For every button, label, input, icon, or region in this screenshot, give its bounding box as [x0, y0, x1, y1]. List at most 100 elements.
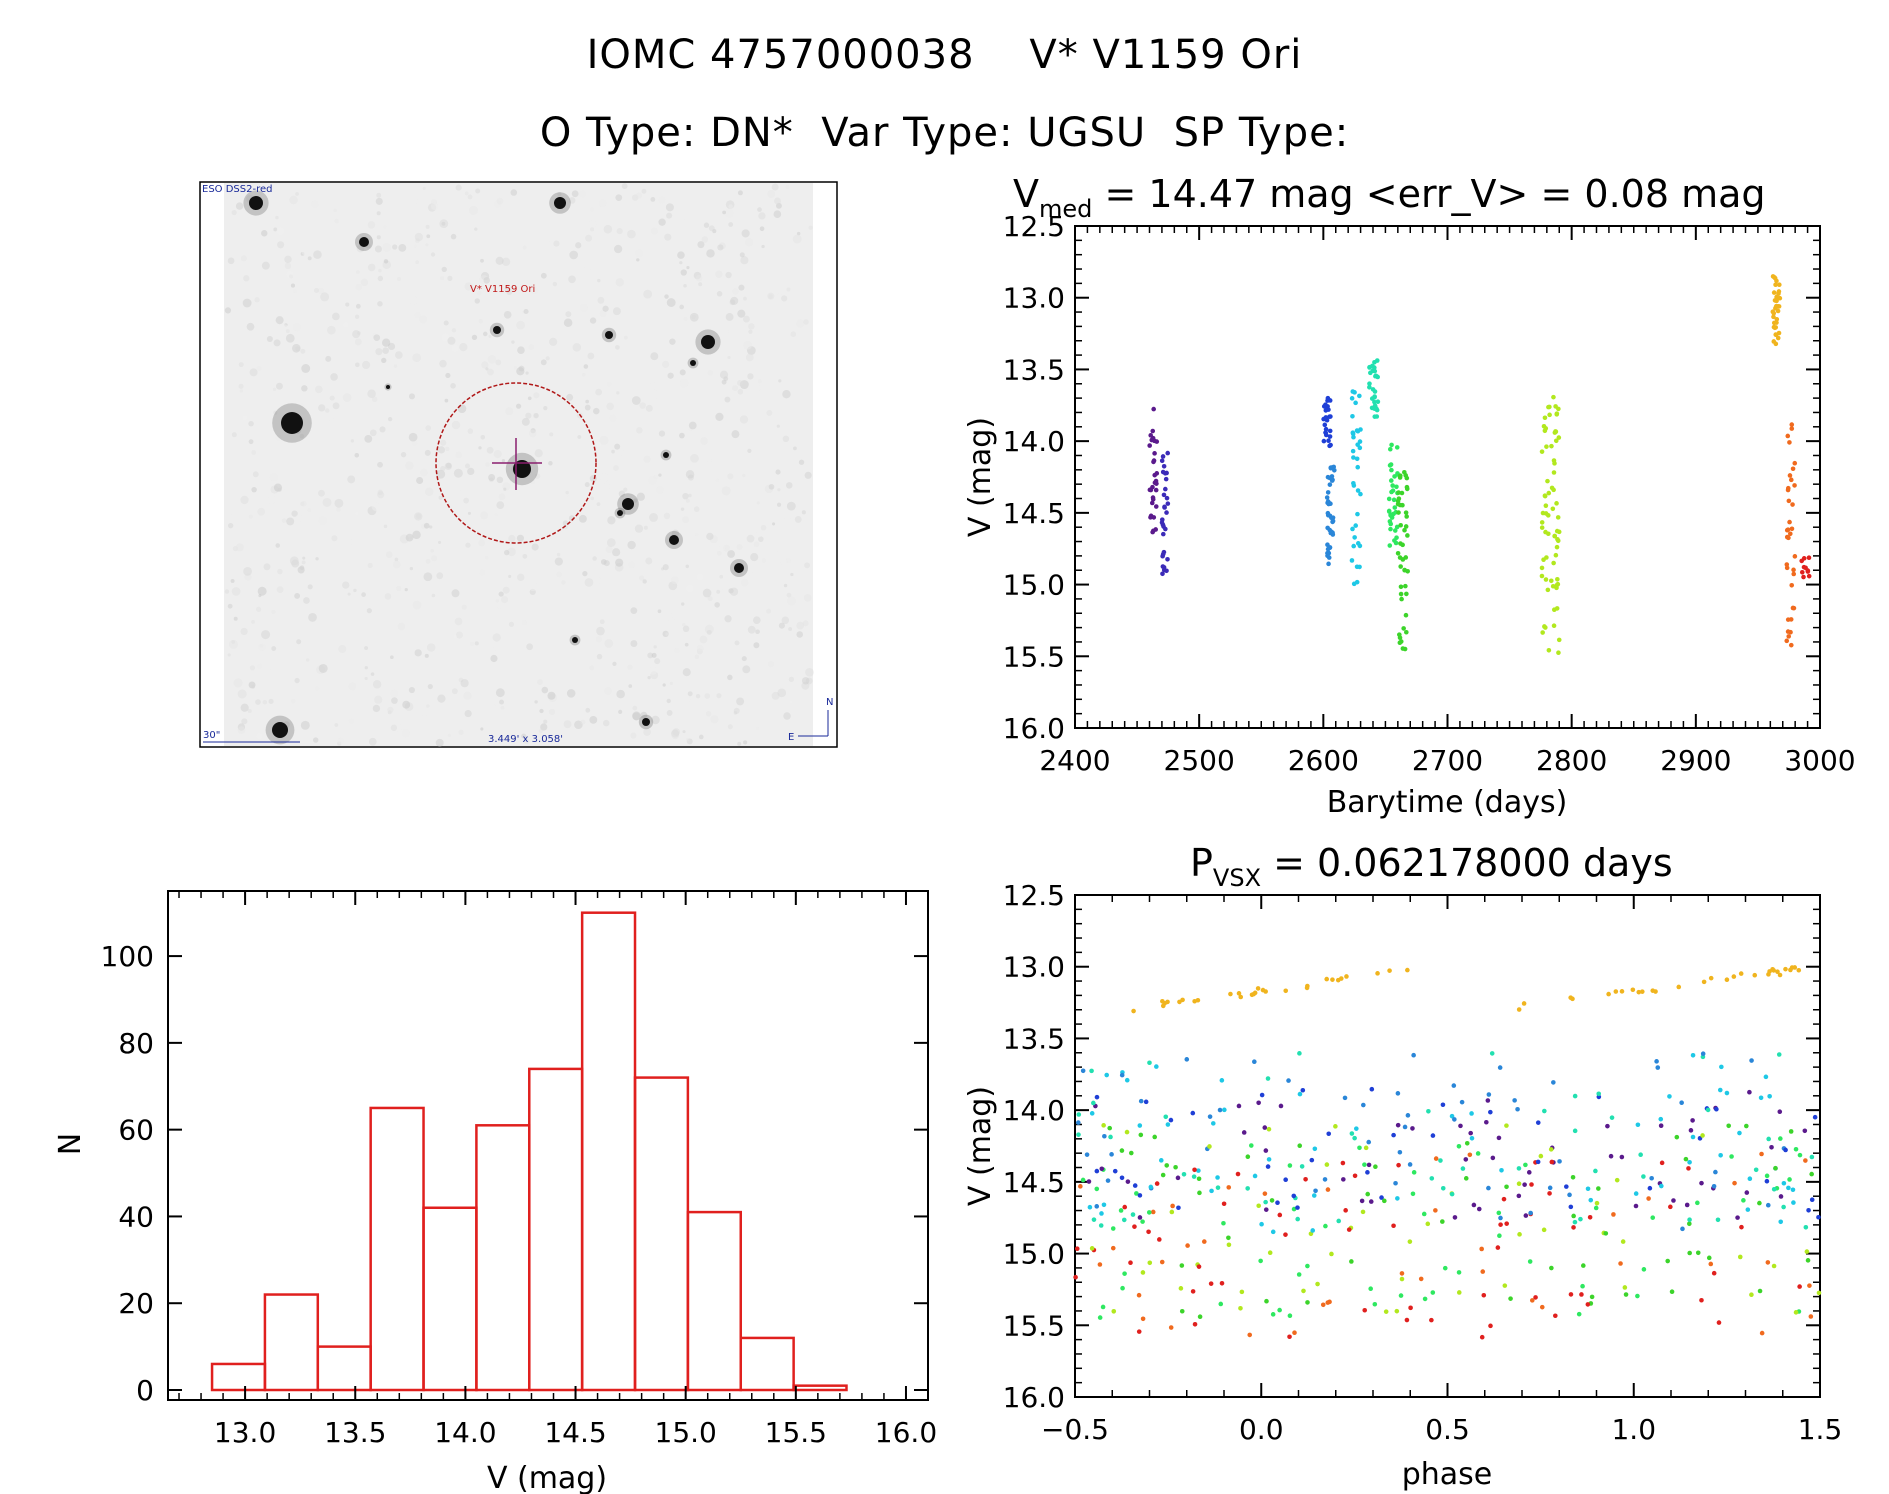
histogram-bar	[792, 1384, 848, 1392]
phase-curve-point	[1724, 977, 1730, 983]
light-curve-point	[1160, 454, 1166, 459]
phase-curve-point	[1110, 1226, 1116, 1231]
phase-curve-point	[1515, 1106, 1520, 1112]
phase-curve-point	[1405, 1113, 1411, 1118]
phase-curve-point	[1196, 1264, 1202, 1269]
light-curve-point	[1150, 495, 1156, 500]
phase-curve-point	[1568, 1204, 1574, 1210]
phase-curve-point	[1695, 1250, 1701, 1256]
y-tick-label: 15.5	[1003, 640, 1065, 673]
light-curve-point	[1353, 400, 1358, 406]
phase-curve-point	[1303, 1176, 1308, 1182]
light-curve-point	[1786, 498, 1792, 504]
phase-curve-point	[1605, 1123, 1610, 1129]
light-curve-point	[1553, 438, 1559, 444]
phase-curve-point	[1259, 1092, 1265, 1098]
phase-curve-point	[1076, 1120, 1081, 1125]
phase-curve-point	[1341, 1177, 1346, 1182]
phase-curve-point	[1310, 1228, 1316, 1233]
phase-curve-point	[1687, 1217, 1692, 1223]
phase-curve-point	[1803, 1158, 1808, 1163]
light-curve-point	[1327, 482, 1333, 487]
phase-curve-point	[1650, 988, 1656, 993]
light-curve-point	[1153, 487, 1159, 493]
light-curve-point	[1147, 443, 1152, 448]
light-curve-point	[1404, 591, 1409, 597]
light-curve-point	[1350, 448, 1356, 454]
phase-curve-point	[1089, 1246, 1095, 1251]
phase-curve-point	[1816, 1290, 1822, 1296]
phase-curve-point	[1739, 1224, 1744, 1230]
phase-curve-point	[1787, 1177, 1792, 1182]
phase-curve-point	[1680, 1226, 1685, 1232]
phase-curve-point	[1410, 1126, 1415, 1131]
light-curve-point	[1151, 406, 1156, 412]
phase-curve-point	[1215, 1175, 1220, 1180]
phase-curve-point	[1711, 1270, 1717, 1276]
phase-curve-point	[1687, 1221, 1692, 1227]
phase-curve-point	[1297, 1051, 1302, 1056]
light-curve-point	[1402, 567, 1407, 573]
phase-curve-point	[1270, 1312, 1276, 1317]
phase-curve-point	[1168, 1117, 1174, 1123]
y-tick-label: 12.5	[1003, 879, 1065, 912]
light-curve-point	[1323, 415, 1329, 420]
phase-curve-point	[1646, 1196, 1651, 1201]
histogram-bar	[475, 1124, 531, 1392]
light-curve-point	[1785, 485, 1791, 491]
phase-curve-point	[1091, 1100, 1096, 1106]
phase-curve-point	[1408, 1305, 1413, 1311]
light-curve-point	[1787, 440, 1792, 445]
light-curve-point	[1395, 550, 1401, 556]
phase-curve-point	[1179, 1308, 1185, 1314]
phase-curve-point	[1299, 1164, 1305, 1169]
phase-curve-point	[1192, 1167, 1197, 1173]
light-curve-point	[1388, 526, 1393, 532]
histogram-bar	[369, 1106, 425, 1392]
phase-curve-point	[1791, 1200, 1796, 1205]
histogram-bars	[210, 911, 848, 1392]
phase-curve-point	[1076, 1112, 1082, 1117]
phase-curve-point	[1277, 1307, 1282, 1313]
light-curve-point	[1787, 473, 1793, 478]
phase-curve-point	[1690, 1134, 1696, 1140]
phase-curve-point	[1256, 1100, 1261, 1106]
x-tick-label: 14.0	[434, 1416, 496, 1449]
phase-curve-point	[1354, 1126, 1359, 1131]
phase-curve-point	[1265, 1164, 1271, 1169]
phase-curve-point	[1154, 1064, 1159, 1069]
light-curve-point	[1165, 450, 1171, 456]
phase-curve-point	[1121, 1217, 1127, 1223]
svg-text:N: N	[826, 697, 833, 708]
phase-curve-point	[1690, 1052, 1696, 1058]
light-curve-point	[1773, 303, 1779, 309]
phase-curve-point	[1683, 1156, 1689, 1162]
light-curve-point	[1355, 488, 1361, 493]
light-curve-point	[1160, 551, 1166, 557]
light-curve-point	[1160, 531, 1166, 537]
phase-curve-point	[1667, 1094, 1672, 1099]
phase-curve-point	[1138, 1098, 1144, 1104]
phase-curve-point	[1585, 1186, 1591, 1192]
phase-curve-point	[1737, 1254, 1743, 1260]
phase-curve-point	[1489, 1051, 1495, 1056]
phase-curve-point	[1522, 1182, 1527, 1187]
light-curve-point	[1353, 523, 1359, 528]
compass-icon: N E	[788, 697, 833, 743]
phase-curve-point	[1277, 1212, 1283, 1218]
phase-curve-point	[1778, 1219, 1784, 1225]
phase-curve-point	[1521, 1001, 1527, 1006]
y-tick-label: 14.5	[1003, 1166, 1065, 1199]
target-label: V* V1159 Ori	[470, 284, 535, 295]
light-curve-point	[1390, 483, 1395, 488]
phase-curve-point	[1395, 1091, 1401, 1096]
phase-curve-point	[1365, 1191, 1371, 1197]
phase-curve-point	[1553, 1313, 1558, 1319]
phase-curve-point	[1655, 1065, 1661, 1070]
light-curve-point	[1805, 569, 1811, 574]
histogram-bar	[633, 1076, 690, 1392]
phase-curve-point	[1433, 1208, 1438, 1213]
phase-curve-point	[1373, 1164, 1378, 1170]
light-curve-point	[1403, 612, 1409, 618]
phase-curve-point	[1609, 1115, 1615, 1120]
